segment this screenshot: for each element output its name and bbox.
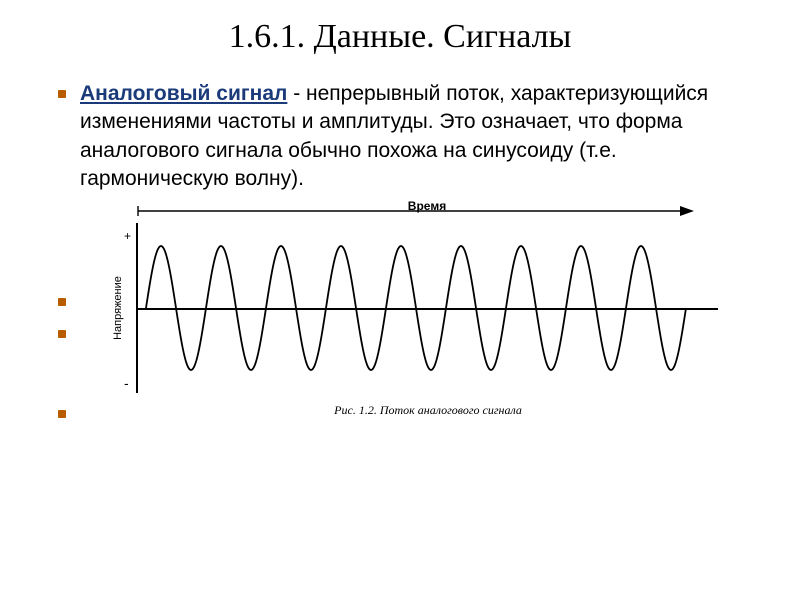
- sine-wave: [136, 223, 696, 393]
- y-plus-label: +: [124, 229, 131, 243]
- analog-signal-chart: Время Напряжение + - Рис. 1.2. Поток ана…: [98, 203, 718, 418]
- x-axis-label: Время: [408, 199, 446, 213]
- y-axis-label: Напряжение: [112, 276, 124, 340]
- caption-prefix: Рис. 1.2.: [334, 403, 377, 417]
- bullet-icon: [58, 90, 66, 98]
- term-analog-signal: Аналоговый сигнал: [80, 82, 287, 105]
- y-minus-label: -: [124, 375, 129, 391]
- figure-caption: Рис. 1.2. Поток аналогового сигнала: [138, 403, 718, 418]
- bullet-icon: [58, 330, 66, 338]
- bullet-main: Аналоговый сигнал - непрерывный поток, х…: [58, 80, 760, 193]
- caption-title: Поток аналогового сигнала: [380, 403, 522, 417]
- bullet-icon: [58, 410, 66, 418]
- slide-title: 1.6.1. Данные. Сигналы: [40, 18, 760, 56]
- bullet-icon: [58, 298, 66, 306]
- body-paragraph: Аналоговый сигнал - непрерывный поток, х…: [80, 80, 760, 193]
